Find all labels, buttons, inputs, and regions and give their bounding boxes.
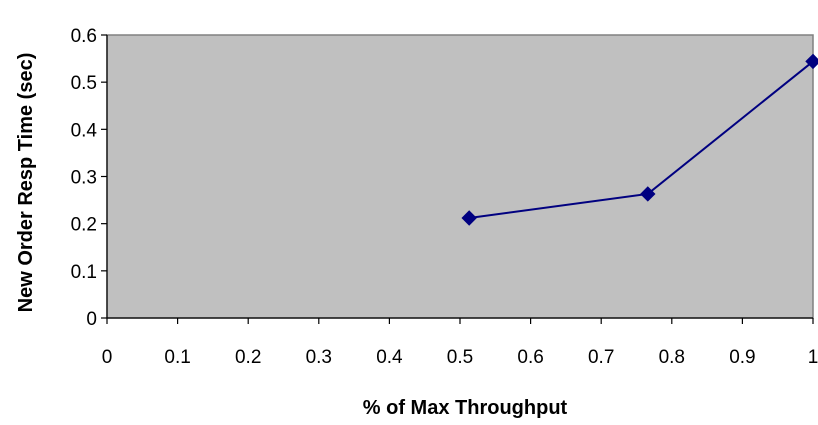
x-tick-label: 0.9 xyxy=(729,347,755,368)
y-tick-label: 0.4 xyxy=(71,120,98,141)
series-layer xyxy=(461,53,818,226)
x-tick-label: 0.5 xyxy=(447,347,473,368)
y-tick-label: 0 xyxy=(86,309,97,330)
data-point xyxy=(640,186,656,202)
x-tick-label: 0.8 xyxy=(659,347,685,368)
axes: 0 0.1 0.2 0.3 0.4 0.5 0.6 0 0.1 0.2 0.3 0.4 0.5 0.6 0.… xyxy=(71,26,818,368)
y-tick-label: 0.2 xyxy=(71,215,97,236)
x-tick-label: 0.3 xyxy=(306,347,332,368)
plot-area xyxy=(106,34,814,319)
x-tick-label: 0.6 xyxy=(517,347,543,368)
y-axis-title: New Order Resp Time (sec) xyxy=(15,53,37,313)
x-tick-label: 0.7 xyxy=(588,347,614,368)
x-tick-label: 0.2 xyxy=(235,347,261,368)
x-axis-title: % of Max Throughput xyxy=(363,397,568,419)
x-tick-label: 0.4 xyxy=(376,347,403,368)
y-tick-label: 0.1 xyxy=(71,262,97,283)
x-tick-label: 0.1 xyxy=(164,347,190,368)
y-tick-label: 0.3 xyxy=(71,168,97,189)
x-tick-label: 0 xyxy=(102,347,113,368)
y-tick-label: 0.6 xyxy=(71,26,97,47)
x-tick-label: 1 xyxy=(808,347,818,368)
y-tick-label: 0.5 xyxy=(71,73,97,94)
data-point xyxy=(461,210,477,226)
